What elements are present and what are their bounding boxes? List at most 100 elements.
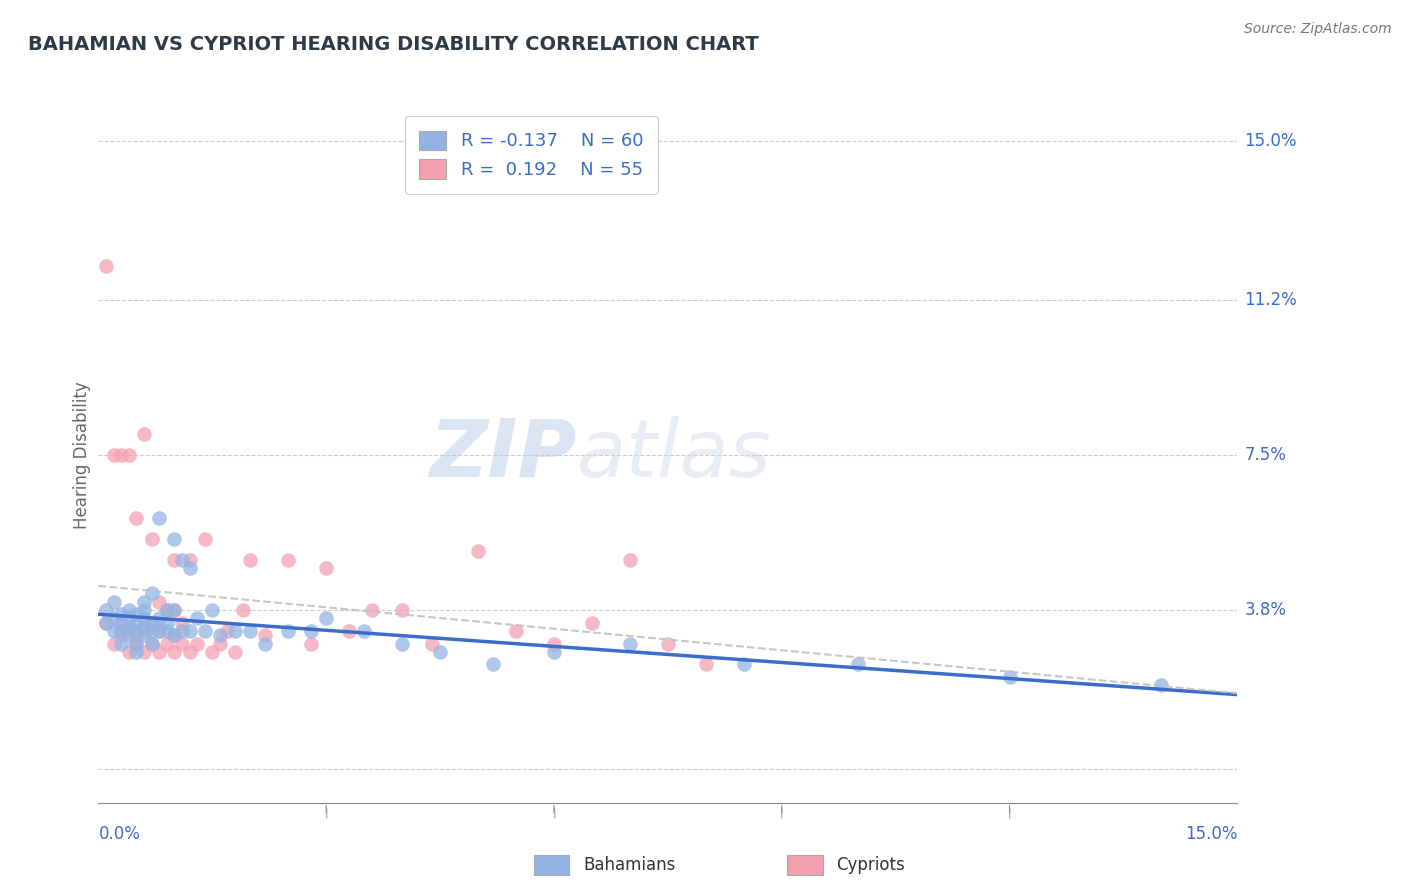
Point: [208, 636, 231, 650]
Point: [254, 636, 277, 650]
Point: [156, 603, 179, 617]
Point: [103, 636, 125, 650]
Point: [1150, 678, 1173, 692]
Point: [619, 636, 641, 650]
Text: Cypriots: Cypriots: [837, 856, 905, 874]
Point: [239, 552, 262, 566]
Point: [132, 603, 155, 617]
Point: [118, 448, 141, 462]
Point: [733, 657, 755, 672]
Point: [163, 552, 186, 566]
Y-axis label: Hearing Disability: Hearing Disability: [73, 381, 91, 529]
Text: |: |: [780, 807, 783, 818]
Point: [186, 611, 208, 625]
Point: [141, 636, 163, 650]
Point: [110, 628, 132, 642]
Point: [118, 611, 141, 625]
Point: [110, 636, 132, 650]
Point: [254, 628, 277, 642]
Point: [94, 603, 117, 617]
Text: |: |: [553, 807, 555, 818]
Point: [201, 645, 224, 659]
Point: [543, 645, 565, 659]
Point: [239, 624, 262, 638]
Point: [148, 645, 170, 659]
Point: [132, 427, 155, 442]
Text: 0.0%: 0.0%: [98, 825, 141, 843]
Point: [141, 624, 163, 638]
Point: [391, 603, 413, 617]
Point: [163, 628, 186, 642]
Point: [201, 603, 224, 617]
Point: [94, 260, 117, 274]
Point: [125, 510, 148, 524]
Point: [118, 603, 141, 617]
Point: [208, 628, 231, 642]
Point: [148, 510, 170, 524]
Point: [132, 624, 155, 638]
Point: [360, 603, 382, 617]
Point: [141, 636, 163, 650]
Text: BAHAMIAN VS CYPRIOT HEARING DISABILITY CORRELATION CHART: BAHAMIAN VS CYPRIOT HEARING DISABILITY C…: [28, 35, 759, 54]
Point: [110, 607, 132, 622]
Text: 15.0%: 15.0%: [1185, 825, 1237, 843]
Point: [148, 611, 170, 625]
Point: [110, 624, 132, 638]
Point: [132, 645, 155, 659]
Point: [170, 636, 193, 650]
Point: [103, 611, 125, 625]
Point: [141, 586, 163, 600]
Point: [132, 628, 155, 642]
Point: [118, 620, 141, 634]
Point: [125, 607, 148, 622]
Point: [156, 615, 179, 630]
Point: [125, 636, 148, 650]
Point: [543, 636, 565, 650]
Point: [194, 532, 217, 546]
Point: [299, 636, 322, 650]
Point: [103, 448, 125, 462]
Point: [103, 624, 125, 638]
Point: [581, 615, 603, 630]
Point: [232, 603, 254, 617]
Text: 11.2%: 11.2%: [1244, 291, 1298, 309]
Text: atlas: atlas: [576, 416, 772, 494]
Point: [132, 611, 155, 625]
Point: [163, 603, 186, 617]
Point: [482, 657, 505, 672]
Point: [170, 552, 193, 566]
Point: [94, 615, 117, 630]
Point: [94, 615, 117, 630]
Point: [429, 645, 451, 659]
Point: [148, 624, 170, 638]
Point: [315, 611, 337, 625]
Point: [103, 594, 125, 608]
Point: [125, 628, 148, 642]
Point: [125, 615, 148, 630]
Point: [141, 532, 163, 546]
Point: [186, 636, 208, 650]
Point: [156, 624, 179, 638]
Point: [277, 552, 299, 566]
Point: [299, 624, 322, 638]
Point: [156, 636, 179, 650]
Point: [224, 645, 246, 659]
Point: [467, 544, 489, 558]
Text: Source: ZipAtlas.com: Source: ZipAtlas.com: [1244, 22, 1392, 37]
Text: ZIP: ZIP: [429, 416, 576, 494]
Text: Bahamians: Bahamians: [583, 856, 676, 874]
Point: [125, 636, 148, 650]
Point: [179, 645, 201, 659]
Point: [277, 624, 299, 638]
Point: [217, 624, 239, 638]
Point: [141, 615, 163, 630]
Point: [695, 657, 717, 672]
Point: [110, 448, 132, 462]
Point: [110, 615, 132, 630]
Point: [505, 624, 527, 638]
Point: [163, 628, 186, 642]
Point: [156, 603, 179, 617]
Point: [179, 624, 201, 638]
Point: [619, 552, 641, 566]
Point: [194, 624, 217, 638]
